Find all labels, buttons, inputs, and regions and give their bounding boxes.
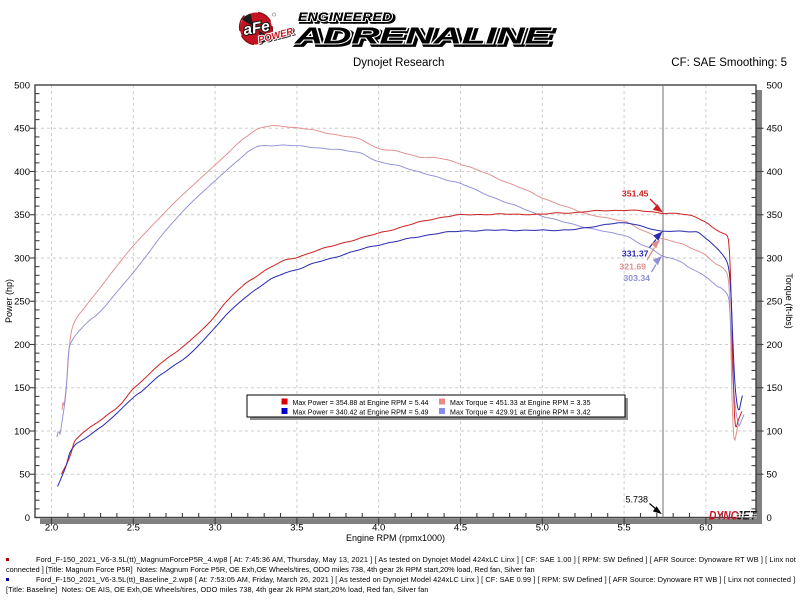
svg-text:50: 50 [19,470,30,481]
svg-text:ENGINEERED: ENGINEERED [298,10,393,24]
svg-text:50: 50 [767,470,778,481]
svg-text:303.34: 303.34 [623,273,650,283]
svg-text:450: 450 [14,124,30,135]
svg-text:ADRENALINE: ADRENALINE [294,22,553,48]
svg-text:300: 300 [767,253,783,264]
svg-text:150: 150 [767,383,783,394]
svg-text:JET: JET [737,510,758,522]
svg-text:Torque (ft-lbs): Torque (ft-lbs) [784,273,794,329]
svg-text:3.0: 3.0 [208,523,221,534]
svg-text:6.0: 6.0 [699,523,712,534]
svg-text:150: 150 [14,383,30,394]
svg-text:Max Torque = 451.33 at Engine: Max Torque = 451.33 at Engine RPM = 3.35 [450,400,591,407]
svg-text:5.738: 5.738 [625,495,648,505]
svg-text:5.0: 5.0 [536,523,549,534]
svg-text:331.37: 331.37 [622,249,649,259]
svg-text:200: 200 [767,340,783,351]
svg-text:321.69: 321.69 [619,262,646,272]
svg-text:Max Power = 340.42 at Engine R: Max Power = 340.42 at Engine RPM = 5.49 [293,410,429,417]
svg-text:400: 400 [14,167,30,178]
svg-text:4.0: 4.0 [372,523,385,534]
svg-text:Max Power = 354.88 at Engine R: Max Power = 354.88 at Engine RPM = 5.44 [293,400,429,407]
svg-text:500: 500 [767,80,783,91]
svg-text:350: 350 [14,210,30,221]
svg-text:250: 250 [767,297,783,308]
svg-text:4.5: 4.5 [454,523,467,534]
svg-text:Max Torque = 429.91 at Engine: Max Torque = 429.91 at Engine RPM = 3.42 [450,410,591,417]
svg-text:aFe: aFe [242,18,272,39]
svg-text:0: 0 [767,513,772,524]
svg-text:Engine RPM (rpmx1000): Engine RPM (rpmx1000) [346,533,445,543]
svg-text:450: 450 [767,124,783,135]
svg-text:ENGINEERED: ENGINEERED [300,12,395,26]
svg-text:200: 200 [14,340,30,351]
svg-text:100: 100 [767,426,783,437]
svg-text:2.0: 2.0 [45,523,58,534]
svg-text:300: 300 [14,253,30,264]
svg-text:ADRENALINE: ADRENALINE [296,24,555,50]
svg-text:DYNO: DYNO [709,510,739,523]
svg-text:0: 0 [25,513,30,524]
svg-text:3.5: 3.5 [290,523,303,534]
svg-text:ADRENALINE: ADRENALINE [294,22,553,48]
svg-text:250: 250 [14,297,30,308]
svg-text:500: 500 [14,80,30,91]
svg-text:ENGINEERED: ENGINEERED [298,10,393,24]
svg-text:351.45: 351.45 [622,189,649,199]
svg-text:2.5: 2.5 [127,523,140,534]
svg-text:100: 100 [14,426,30,437]
svg-text:5.5: 5.5 [617,523,630,534]
svg-text:Power (hp): Power (hp) [4,279,14,323]
svg-text:350: 350 [767,210,783,221]
svg-text:400: 400 [767,167,783,178]
